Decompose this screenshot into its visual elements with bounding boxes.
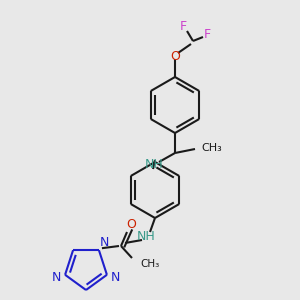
Text: CH₃: CH₃ xyxy=(201,143,222,153)
Text: N: N xyxy=(111,271,120,284)
Text: NH: NH xyxy=(145,158,164,172)
Text: N: N xyxy=(52,271,61,284)
Text: F: F xyxy=(179,20,187,34)
Text: N: N xyxy=(100,236,109,249)
Text: CH₃: CH₃ xyxy=(140,259,159,269)
Text: O: O xyxy=(170,50,180,64)
Text: O: O xyxy=(126,218,136,230)
Text: NH: NH xyxy=(136,230,155,242)
Text: F: F xyxy=(203,28,211,41)
